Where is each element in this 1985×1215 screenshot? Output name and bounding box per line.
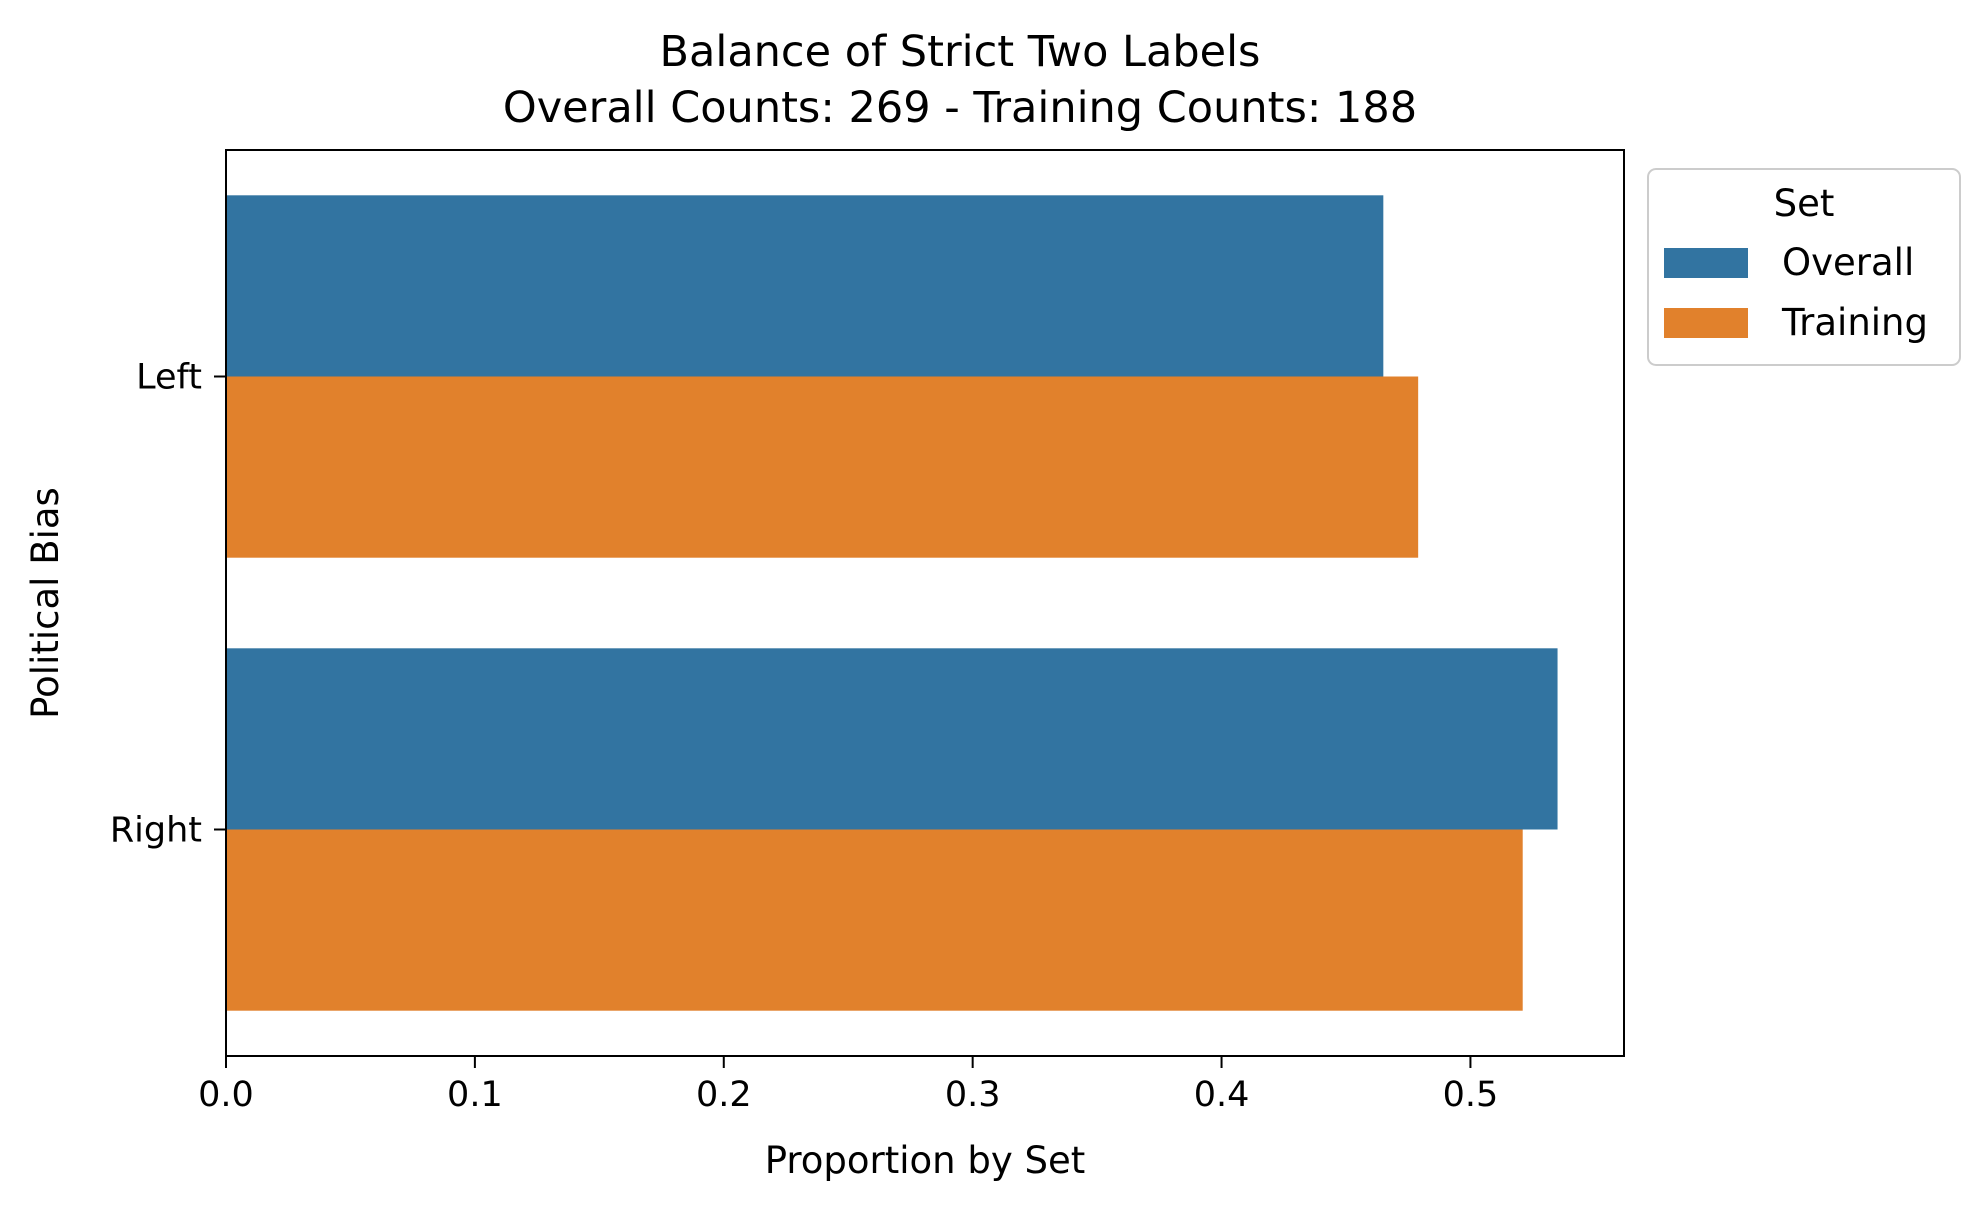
legend-label-training: Training [1781, 301, 1928, 344]
plot-frame [225, 149, 1625, 1057]
x-tick-label: 0.2 [696, 1075, 752, 1115]
chart-title: Balance of Strict Two Labels [660, 27, 1261, 77]
bar-overall-left [226, 195, 1384, 377]
x-tick-label: 0.4 [1194, 1075, 1250, 1115]
legend-swatch-training [1664, 308, 1748, 338]
y-tick-label-right: Right [110, 811, 202, 851]
legend-swatch-overall [1664, 248, 1748, 278]
y-tick-label-left: Left [136, 358, 202, 398]
x-axis-label: Proportion by Set [765, 1139, 1086, 1182]
x-tick-label: 0.1 [447, 1075, 503, 1115]
bar-training-right [226, 829, 1523, 1011]
y-axis-ticks: Left Right [110, 358, 226, 851]
x-tick-label: 0.3 [945, 1075, 1001, 1115]
bar-training-left [226, 376, 1419, 558]
chart-subtitle: Overall Counts: 269 - Training Counts: 1… [503, 83, 1417, 133]
x-tick-label: 0.5 [1443, 1075, 1499, 1115]
bars-group [226, 195, 1558, 1011]
x-tick-label: 0.0 [198, 1075, 254, 1115]
legend-label-overall: Overall [1782, 241, 1914, 284]
bar-overall-right [226, 648, 1558, 830]
legend-items: Overall Training [1664, 241, 1928, 344]
legend-title: Set [1774, 182, 1835, 225]
x-axis-ticks: 0.0 0.1 0.2 0.3 0.4 0.5 [198, 1056, 1498, 1115]
y-axis-label: Political Bias [24, 487, 67, 719]
legend: Set Overall Training [1647, 168, 1961, 366]
